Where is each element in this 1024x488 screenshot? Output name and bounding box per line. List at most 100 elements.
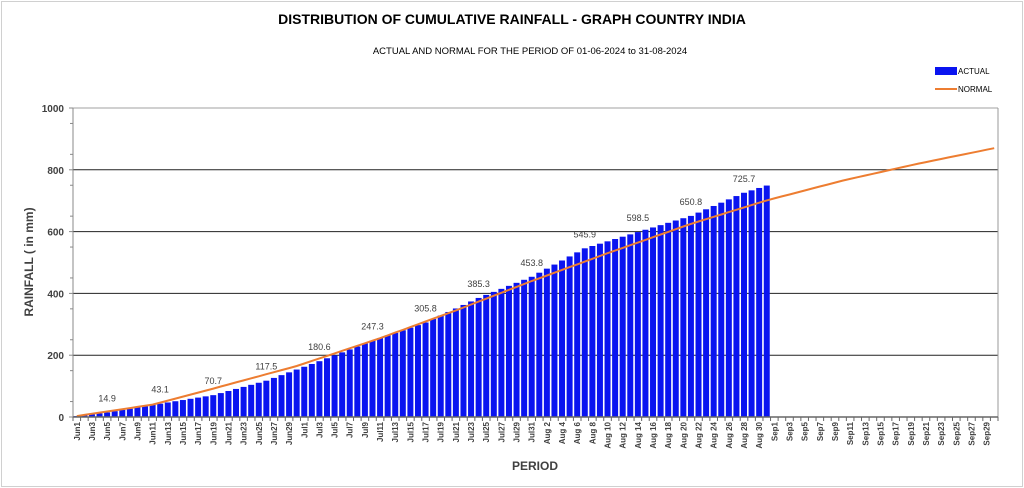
- data-label: 385.3: [467, 279, 490, 289]
- legend-normal-label: NORMAL: [958, 85, 993, 94]
- x-tick-label: Sep21: [922, 421, 931, 445]
- x-tick-label: Sep5: [801, 421, 810, 441]
- bar-actual: [179, 400, 186, 417]
- bar-actual: [346, 349, 353, 417]
- bar-actual: [650, 227, 657, 417]
- bar-actual: [111, 411, 118, 417]
- bar-actual: [710, 205, 717, 417]
- x-tick-label: Sep11: [846, 421, 855, 445]
- x-tick-label: Aug 10: [604, 421, 613, 448]
- x-tick-label: Jun19: [209, 421, 218, 445]
- x-tick-label: Aug 12: [619, 421, 628, 448]
- bar-actual: [748, 190, 755, 417]
- bar-actual: [134, 407, 141, 417]
- bar-actual: [361, 343, 368, 417]
- x-tick-label: Jun3: [88, 421, 97, 440]
- bar-actual: [657, 225, 664, 417]
- bar-actual: [157, 403, 164, 417]
- x-tick-label: Jul13: [391, 421, 400, 442]
- x-tick-label: Jul7: [346, 421, 355, 438]
- x-tick-label: Jun21: [224, 421, 233, 445]
- data-label: 14.9: [98, 393, 116, 403]
- bar-actual: [119, 409, 126, 417]
- bar-actual: [468, 301, 475, 417]
- bar-actual: [437, 315, 444, 417]
- bar-actual: [581, 248, 588, 417]
- x-tick-label: Sep27: [967, 421, 976, 445]
- y-tick-label: 800: [47, 166, 64, 177]
- x-tick-label: Jun1: [73, 421, 82, 440]
- bar-actual: [452, 308, 459, 417]
- x-tick-label: Jul29: [513, 421, 522, 442]
- bar-actual: [672, 220, 679, 417]
- bar-actual: [741, 192, 747, 417]
- bar-actual: [483, 294, 490, 417]
- bar-actual: [126, 408, 133, 417]
- bar-actual: [233, 388, 240, 417]
- x-tick-label: Sep23: [937, 421, 946, 445]
- bar-actual: [88, 414, 95, 417]
- bar-actual: [377, 337, 384, 417]
- bar-actual: [763, 185, 770, 417]
- bar-actual: [149, 404, 156, 417]
- bar-actual: [513, 282, 520, 417]
- bar-actual: [270, 377, 277, 417]
- bar-actual: [263, 380, 270, 417]
- x-tick-label: Aug 26: [725, 421, 734, 448]
- x-tick-label: Jun5: [103, 421, 112, 440]
- bar-actual: [399, 330, 406, 417]
- x-tick-label: Sep25: [952, 421, 961, 445]
- x-tick-label: Jul3: [315, 421, 324, 438]
- bar-actual: [369, 340, 376, 417]
- x-tick-label: Sep19: [907, 421, 916, 445]
- bar-actual: [528, 276, 535, 417]
- x-tick-label: Aug 22: [695, 421, 704, 448]
- bar-actual: [195, 397, 202, 417]
- x-tick-label: Sep9: [831, 421, 840, 441]
- bar-actual: [687, 215, 694, 417]
- bar-actual: [536, 272, 543, 417]
- bar-actual: [392, 332, 399, 417]
- x-tick-label: Jun15: [179, 421, 188, 445]
- bar-actual: [475, 297, 482, 417]
- x-tick-label: Jun27: [270, 421, 279, 445]
- x-tick-label: Jul15: [406, 421, 415, 442]
- data-label: 180.6: [308, 342, 331, 352]
- x-tick-label: Jun17: [194, 421, 203, 445]
- x-tick-label: Jul23: [467, 421, 476, 442]
- bar-actual: [316, 361, 323, 417]
- bar-actual: [308, 363, 315, 417]
- bar-actual: [589, 245, 596, 417]
- chart-subtitle: ACTUAL AND NORMAL FOR THE PERIOD OF 01-0…: [372, 46, 688, 57]
- x-tick-label: Jul11: [376, 421, 385, 442]
- bar-actual: [634, 232, 641, 417]
- bar-actual: [142, 406, 149, 417]
- x-tick-label: Jul19: [437, 421, 446, 442]
- x-tick-label: Jul21: [452, 421, 461, 442]
- data-label: 70.7: [205, 376, 223, 386]
- bar-actual: [339, 352, 346, 417]
- bar-actual: [187, 398, 194, 417]
- x-tick-label: Sep15: [876, 421, 885, 445]
- x-tick-label: Sep17: [892, 421, 901, 445]
- data-label: 598.5: [627, 213, 650, 223]
- bar-actual: [551, 264, 558, 417]
- legend-actual-label: ACTUAL: [958, 67, 990, 76]
- bar-actual: [430, 318, 437, 417]
- bar-actual: [324, 358, 330, 417]
- x-axis-title: PERIOD: [512, 459, 558, 473]
- data-label: 247.3: [361, 322, 384, 332]
- x-tick-label: Jun23: [240, 421, 249, 445]
- x-tick-label: Jun7: [118, 421, 127, 440]
- y-tick-label: 200: [47, 351, 64, 362]
- x-tick-label: Jun29: [285, 421, 294, 445]
- bar-actual: [414, 325, 421, 417]
- bar-actual: [612, 239, 619, 417]
- bar-actual: [202, 396, 209, 417]
- bar-actual: [225, 391, 232, 417]
- x-tick-label: Jul25: [482, 421, 491, 442]
- y-tick-label: 600: [47, 228, 64, 239]
- x-tick-label: Jul17: [422, 421, 431, 442]
